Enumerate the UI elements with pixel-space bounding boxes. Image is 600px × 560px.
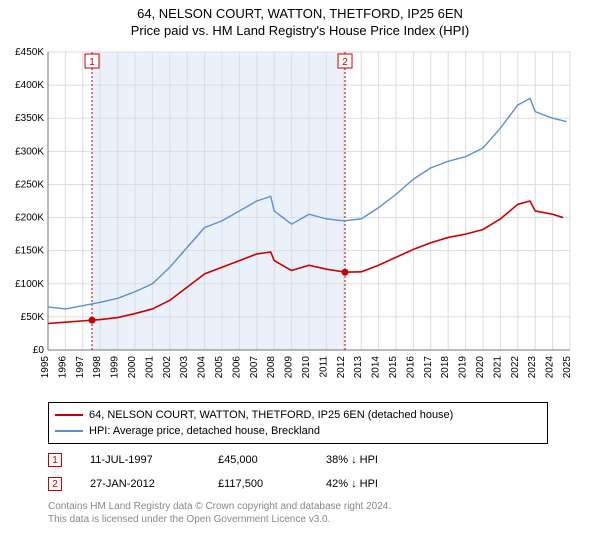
svg-text:2: 2 (342, 57, 348, 68)
svg-text:2007: 2007 (249, 356, 260, 379)
svg-text:2002: 2002 (162, 356, 173, 379)
svg-text:£0: £0 (33, 345, 45, 356)
svg-text:2010: 2010 (301, 356, 312, 379)
sale-event-1: 1 11-JUL-1997 £45,000 38% ↓ HPI (48, 448, 416, 472)
sale-date: 11-JUL-1997 (90, 454, 190, 466)
legend-item-hpi: HPI: Average price, detached house, Brec… (55, 423, 541, 439)
sale-price: £117,500 (218, 478, 298, 490)
svg-text:2000: 2000 (127, 356, 138, 379)
svg-text:2015: 2015 (388, 356, 399, 379)
svg-text:2013: 2013 (353, 356, 364, 379)
sale-events: 1 11-JUL-1997 £45,000 38% ↓ HPI 2 27-JAN… (48, 448, 416, 496)
legend-label: HPI: Average price, detached house, Brec… (89, 425, 320, 437)
price-chart: £0£50K£100K£150K£200K£250K£300K£350K£400… (48, 48, 578, 388)
svg-text:2025: 2025 (562, 356, 573, 379)
svg-text:2011: 2011 (318, 356, 329, 378)
svg-text:2008: 2008 (266, 356, 277, 379)
footer-line-2: This data is licensed under the Open Gov… (48, 513, 568, 526)
chart-container: 64, NELSON COURT, WATTON, THETFORD, IP25… (0, 0, 600, 560)
svg-text:1996: 1996 (57, 356, 68, 379)
sale-event-2: 2 27-JAN-2012 £117,500 42% ↓ HPI (48, 472, 416, 496)
svg-text:2021: 2021 (492, 356, 503, 379)
svg-text:£250K: £250K (15, 179, 44, 190)
svg-text:£350K: £350K (15, 113, 44, 124)
svg-text:2003: 2003 (179, 356, 190, 379)
svg-text:£400K: £400K (15, 80, 44, 91)
title-block: 64, NELSON COURT, WATTON, THETFORD, IP25… (0, 0, 600, 40)
sale-delta: 38% ↓ HPI (326, 454, 416, 466)
sale-marker-num: 2 (52, 479, 58, 490)
svg-text:£150K: £150K (15, 246, 44, 257)
svg-text:£200K: £200K (15, 213, 44, 224)
sale-delta: 42% ↓ HPI (326, 478, 416, 490)
title-main: 64, NELSON COURT, WATTON, THETFORD, IP25… (0, 6, 600, 23)
legend-swatch (55, 430, 83, 432)
svg-text:2022: 2022 (510, 356, 521, 379)
legend: 64, NELSON COURT, WATTON, THETFORD, IP25… (48, 402, 548, 444)
svg-text:2012: 2012 (336, 356, 347, 379)
svg-text:1998: 1998 (92, 356, 103, 379)
svg-text:2001: 2001 (144, 356, 155, 379)
svg-text:2016: 2016 (405, 356, 416, 379)
svg-text:1997: 1997 (75, 356, 86, 379)
svg-text:2006: 2006 (231, 356, 242, 379)
sale-marker: 2 (48, 477, 62, 491)
svg-text:2009: 2009 (284, 356, 295, 379)
legend-label: 64, NELSON COURT, WATTON, THETFORD, IP25… (89, 409, 453, 421)
sale-marker: 1 (48, 453, 62, 467)
svg-text:2018: 2018 (440, 356, 451, 379)
sale-price: £45,000 (218, 454, 298, 466)
svg-text:2017: 2017 (423, 356, 434, 379)
svg-text:2019: 2019 (458, 356, 469, 379)
svg-text:2023: 2023 (527, 356, 538, 379)
svg-text:1995: 1995 (40, 356, 51, 379)
svg-text:2004: 2004 (197, 356, 208, 379)
sale-date: 27-JAN-2012 (90, 478, 190, 490)
footer: Contains HM Land Registry data © Crown c… (48, 500, 568, 526)
svg-text:£50K: £50K (21, 312, 45, 323)
svg-text:2020: 2020 (475, 356, 486, 379)
svg-text:1: 1 (89, 57, 95, 68)
svg-text:£300K: £300K (15, 146, 44, 157)
sale-marker-num: 1 (52, 455, 58, 466)
svg-text:2005: 2005 (214, 356, 225, 379)
title-sub: Price paid vs. HM Land Registry's House … (0, 23, 600, 40)
svg-text:1999: 1999 (110, 356, 121, 379)
svg-text:£100K: £100K (15, 279, 44, 290)
svg-text:2024: 2024 (545, 356, 556, 379)
legend-item-property: 64, NELSON COURT, WATTON, THETFORD, IP25… (55, 407, 541, 423)
svg-text:£450K: £450K (15, 47, 44, 58)
svg-text:2014: 2014 (371, 356, 382, 379)
footer-line-1: Contains HM Land Registry data © Crown c… (48, 500, 568, 513)
legend-swatch (55, 414, 83, 416)
